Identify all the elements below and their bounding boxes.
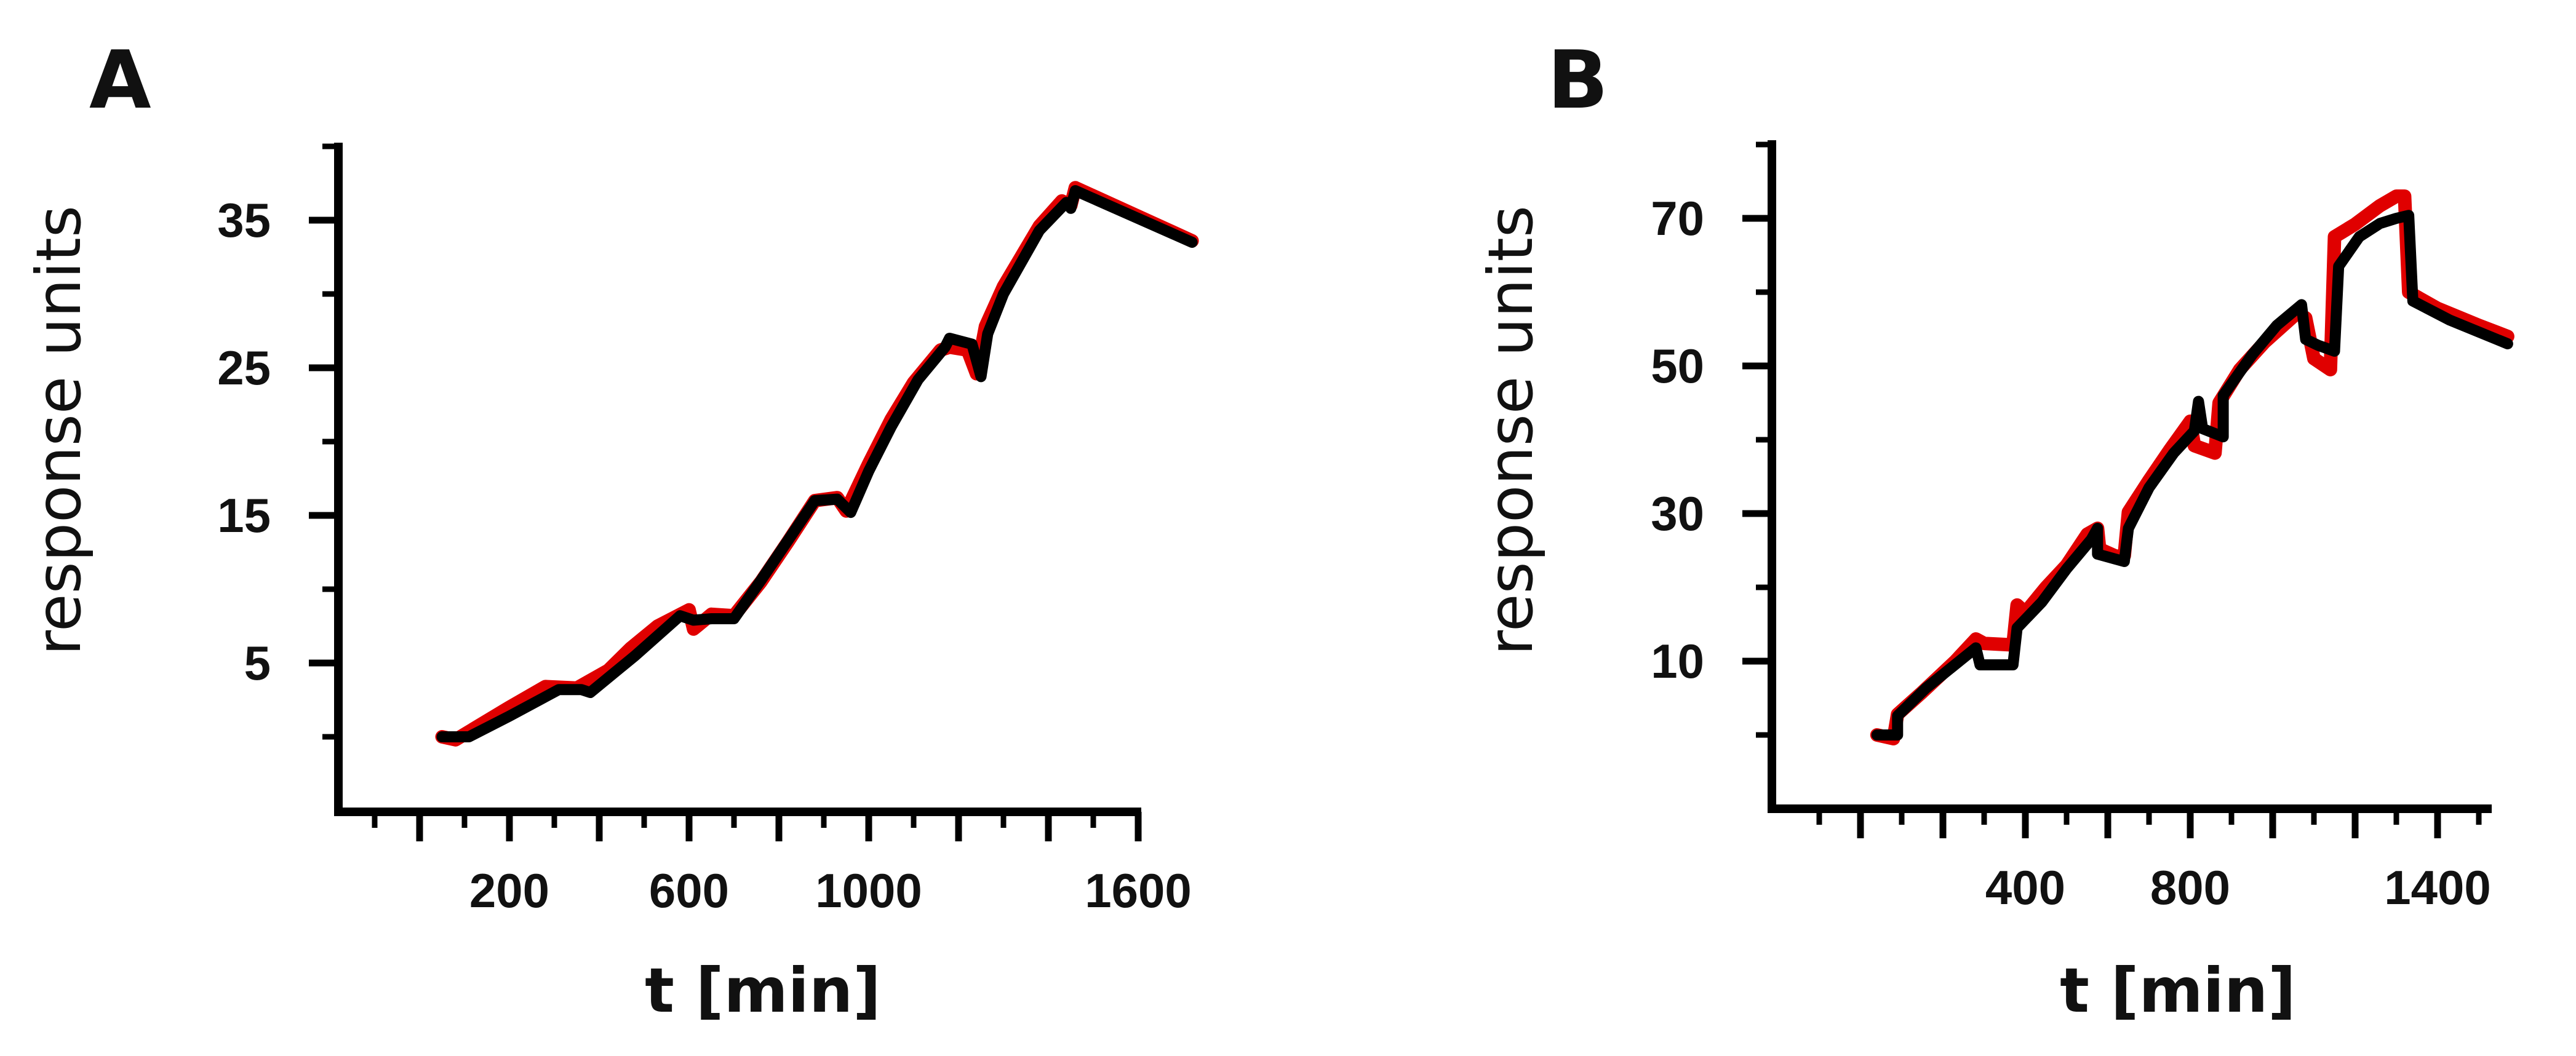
series-layer — [435, 181, 1199, 747]
x-tick-label: 200 — [469, 863, 549, 918]
y-tick-label: 35 — [217, 193, 271, 247]
y-tick-label: 5 — [244, 636, 271, 690]
y-tick-label: 15 — [217, 488, 271, 542]
series-line-black — [436, 185, 1198, 742]
y-tick-label: 10 — [1651, 634, 1704, 688]
x-tick-label: 1000 — [815, 863, 922, 918]
panel-a: A response units t [min] 200 600 1000 1600 5… — [23, 33, 1199, 1026]
y-tick-label: 70 — [1651, 191, 1704, 245]
axes: 200 600 1000 1600 5 15 25 35 — [217, 143, 1192, 918]
x-tick-label: 1400 — [2384, 860, 2491, 915]
y-tick-label: 50 — [1651, 339, 1704, 393]
x-tick-label: 800 — [2150, 860, 2230, 915]
series-line-red — [435, 181, 1199, 747]
y-axis-title: response units — [23, 205, 95, 656]
y-tick-label: 30 — [1651, 486, 1704, 541]
panel-label-b: B — [1547, 33, 1608, 127]
y-axis-title: response units — [1475, 205, 1547, 656]
x-tick-label: 1600 — [1085, 863, 1192, 918]
x-axis-title: t [min] — [2060, 955, 2296, 1026]
x-tick-label: 600 — [649, 863, 729, 918]
panel-b: B response units t [min] 400 800 1400 10 30 5… — [1475, 33, 2514, 1026]
axes: 400 800 1400 10 30 50 70 — [1651, 140, 2492, 915]
panel-label-a: A — [89, 33, 151, 127]
series-layer — [1870, 189, 2514, 745]
y-tick-label: 25 — [217, 341, 271, 395]
x-tick-label: 400 — [1985, 860, 2065, 915]
series-line-black — [1871, 210, 2513, 740]
x-axis-title: t [min] — [645, 955, 881, 1026]
